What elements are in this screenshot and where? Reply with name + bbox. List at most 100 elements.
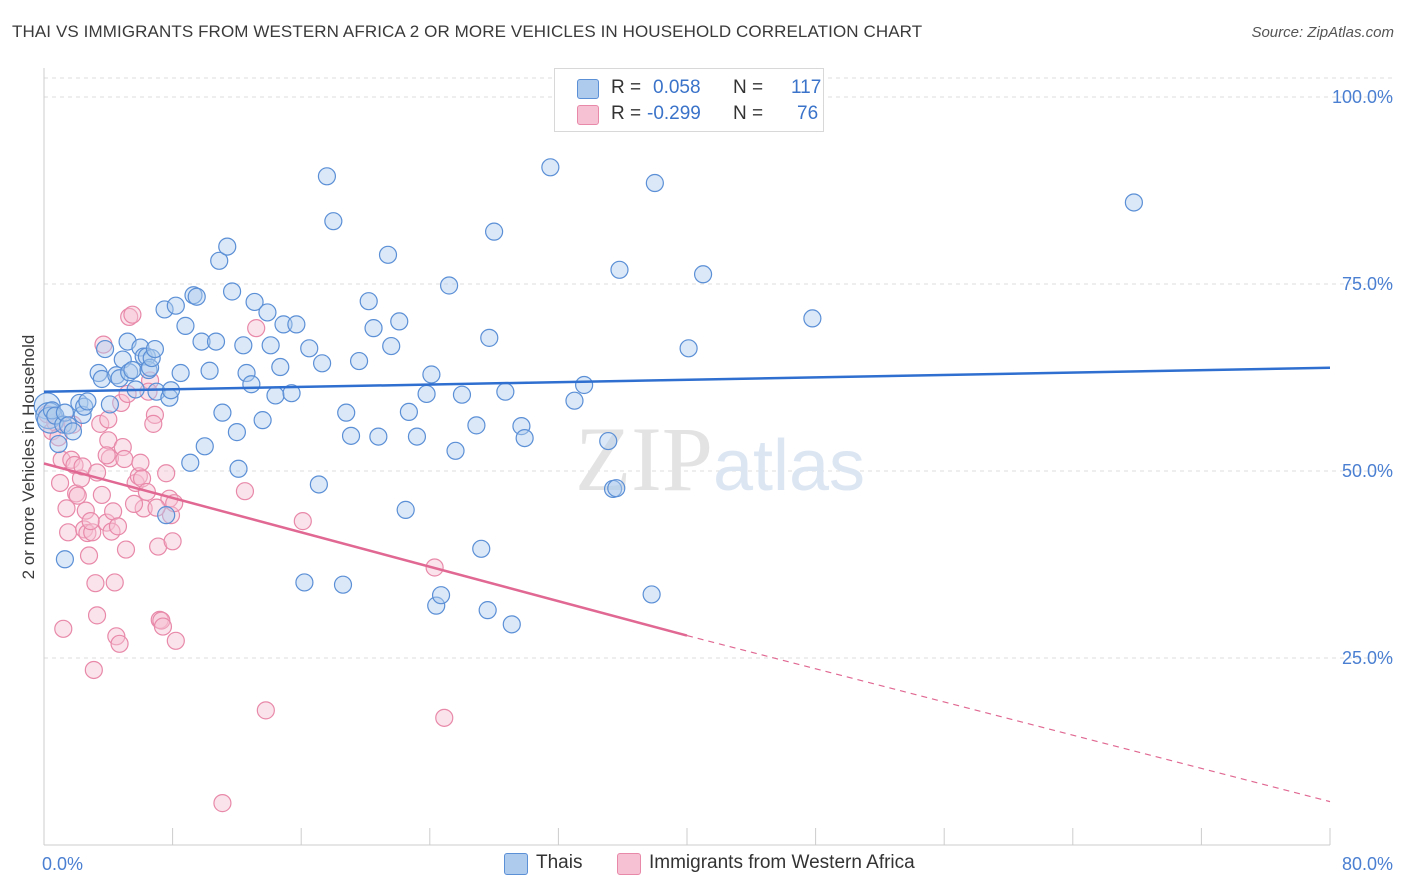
data-point-thais <box>337 403 356 422</box>
data-point-immigrants <box>152 611 171 630</box>
data-point-immigrants <box>84 660 103 680</box>
data-point-immigrants <box>50 473 70 493</box>
watermark: ZIPatlas <box>575 408 865 510</box>
data-point-immigrants <box>83 523 102 542</box>
chart-title: THAI VS IMMIGRANTS FROM WESTERN AFRICA 2… <box>12 22 923 41</box>
data-point-immigrants <box>97 513 116 532</box>
source-label[interactable]: Source: ZipAtlas.com <box>1251 24 1394 41</box>
data-point-thais <box>300 339 319 358</box>
data-point-thais <box>610 260 629 279</box>
data-point-immigrants <box>92 485 111 505</box>
x-tick-label: 80.0% <box>1342 854 1393 874</box>
data-point-immigrants <box>247 319 266 338</box>
data-point-thais <box>512 417 531 436</box>
data-point-thais <box>369 427 388 446</box>
data-point-thais <box>485 222 504 241</box>
data-point-thais <box>349 351 369 371</box>
data-point-thais <box>341 426 361 445</box>
y-tick-label: 100.0% <box>1332 87 1393 107</box>
data-point-thais <box>642 585 661 604</box>
series-thais <box>33 158 1143 634</box>
y-tick-label: 25.0% <box>1342 648 1393 668</box>
data-point-immigrants <box>99 410 118 429</box>
legend-r-label: R = <box>611 103 642 124</box>
data-point-thais <box>195 437 214 456</box>
data-point-thais <box>693 265 713 284</box>
data-point-thais <box>396 500 415 519</box>
data-point-thais <box>287 315 306 334</box>
x-tick-label: 0.0% <box>42 854 83 874</box>
data-point-thais <box>49 434 68 454</box>
data-point-immigrants <box>256 701 275 720</box>
data-point-thais <box>237 363 256 383</box>
data-point-thais <box>123 360 142 380</box>
legend-r-value: 0.058 <box>653 77 701 98</box>
data-point-thais <box>218 237 237 256</box>
data-point-thais <box>120 363 139 382</box>
data-point-thais <box>166 296 185 315</box>
data-point-immigrants <box>87 606 107 625</box>
data-point-thais <box>78 392 97 411</box>
data-point-thais <box>59 416 78 435</box>
data-point-thais <box>496 382 515 401</box>
data-point-immigrants <box>435 708 454 727</box>
data-point-thais <box>234 336 253 355</box>
data-point-thais <box>213 403 232 422</box>
data-point-immigrants <box>68 486 87 505</box>
correlation-legend: R = 0.058 N = 117 R = -0.299 N = 76 <box>554 68 824 132</box>
data-point-thais <box>92 369 111 389</box>
data-point-immigrants <box>115 449 134 469</box>
data-point-immigrants <box>132 469 152 488</box>
legend-n-value: 117 <box>791 77 822 98</box>
data-point-thais <box>575 375 594 395</box>
data-point-thais <box>382 336 401 356</box>
data-point-immigrants <box>144 414 163 433</box>
data-point-thais <box>258 303 277 322</box>
data-point-thais <box>110 369 129 388</box>
legend-r-label: R = <box>611 77 642 98</box>
trend-line-thais <box>43 366 1331 393</box>
data-point-immigrants <box>213 794 232 813</box>
data-point-immigrants <box>78 523 97 543</box>
data-point-thais <box>75 397 94 416</box>
data-point-thais <box>157 506 176 525</box>
data-point-thais <box>803 309 822 328</box>
data-point-thais <box>427 596 446 615</box>
legend-r-value: -0.299 <box>647 103 701 124</box>
data-point-immigrants <box>145 405 165 424</box>
data-point-thais <box>176 316 195 335</box>
data-point-immigrants <box>105 573 124 592</box>
data-point-immigrants <box>110 634 129 653</box>
data-point-immigrants <box>161 506 181 525</box>
legend-label-immigrants: Immigrants from Western Africa <box>649 852 915 873</box>
y-tick-label: 75.0% <box>1342 274 1393 294</box>
data-point-immigrants <box>76 501 95 520</box>
data-point-thais <box>452 385 472 404</box>
data-point-thais <box>472 539 491 558</box>
data-point-thais <box>364 319 383 338</box>
data-point-immigrants <box>166 631 185 650</box>
data-point-immigrants <box>59 523 78 542</box>
data-point-thais <box>271 357 290 377</box>
data-point-immigrants <box>86 574 105 593</box>
data-point-thais <box>171 363 190 383</box>
data-point-thais <box>227 423 246 442</box>
data-point-immigrants <box>153 617 173 636</box>
data-point-thais <box>478 601 497 620</box>
data-point-thais <box>63 422 83 441</box>
data-point-immigrants <box>157 464 176 483</box>
data-point-thais <box>599 431 618 451</box>
legend-swatch-blue <box>577 79 599 99</box>
data-point-thais <box>181 453 200 472</box>
data-point-thais <box>515 428 534 448</box>
data-point-thais <box>333 575 353 594</box>
data-point-thais <box>390 312 409 331</box>
data-point-thais <box>192 332 211 351</box>
trend-line-immigrants <box>43 462 688 637</box>
data-point-immigrants <box>79 546 99 565</box>
data-point-thais <box>1124 193 1143 212</box>
legend-swatch-pink <box>617 853 641 875</box>
legend-n-value: 76 <box>797 103 819 124</box>
data-point-thais <box>399 402 419 422</box>
axes <box>43 68 1331 846</box>
